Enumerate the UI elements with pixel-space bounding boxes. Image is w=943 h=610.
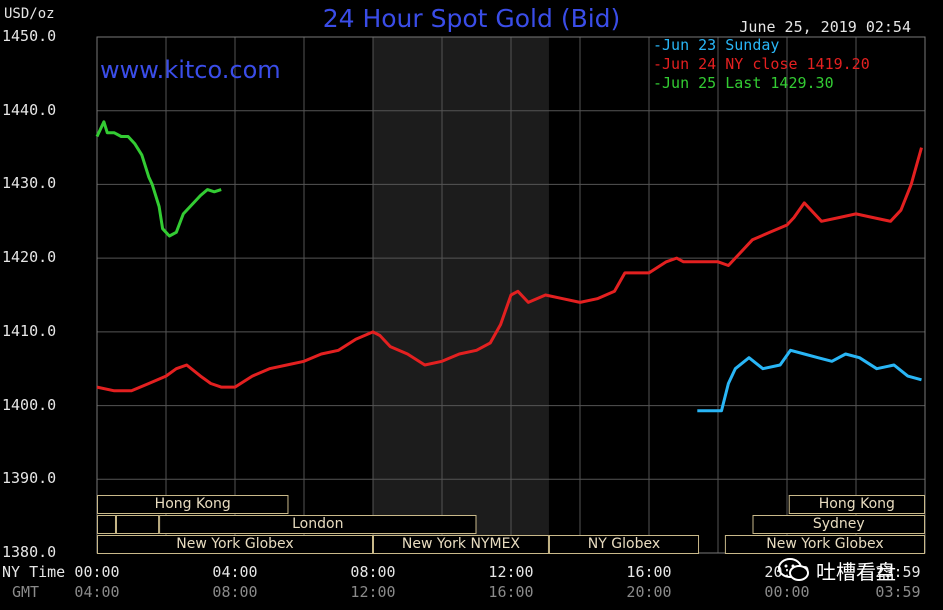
series-lines [95, 120, 923, 413]
x-tick-label: 04:00 [212, 563, 258, 581]
session-box [97, 495, 289, 514]
y-unit-label: USD/oz [4, 6, 55, 22]
legend-item-jun25: -Jun 25 Last 1429.30 [653, 74, 834, 92]
series-line-1 [96, 147, 923, 393]
y-tick-label: 1410.0 [2, 321, 57, 340]
session-label: New York NYMEX [401, 536, 521, 552]
session-label: New York Globex [766, 536, 884, 552]
session-label: Hong Kong [818, 496, 895, 512]
legend: -Jun 23 Sunday -Jun 24 NY close 1419.20 … [653, 36, 870, 93]
y-tick-label: 1450.0 [2, 27, 57, 45]
x-tick-label: 03:59 [875, 583, 921, 601]
y-tick-label: 1390.0 [2, 469, 57, 488]
y-tick-label: 1400.0 [2, 395, 57, 414]
legend-item-jun23: -Jun 23 Sunday [653, 36, 780, 54]
y-tick-label: 1430.0 [2, 174, 57, 193]
session-label: New York Globex [176, 536, 294, 552]
market-sessions [97, 495, 926, 554]
gmt-row: GMT 04:00 08:00 12:00 16:00 20:00 00:00 03:59 [0, 583, 943, 601]
x-tick-label: 12:00 [488, 563, 534, 581]
y-tick-label: 1420.0 [2, 248, 57, 267]
session-box [788, 495, 925, 514]
x-tick-label: 00:00 [764, 583, 810, 601]
x-tick-label: 08:00 [350, 563, 396, 581]
session-label: NY Globex [587, 536, 661, 552]
ny-time-label: NY Time [2, 563, 66, 581]
session-box [97, 535, 373, 554]
x-tick-label: 12:00 [350, 583, 396, 601]
session-label: Hong Kong [154, 496, 231, 512]
series-line-0 [697, 348, 922, 413]
session-box [115, 515, 160, 534]
x-tick-label: 08:00 [212, 583, 258, 601]
watermark-text: 吐槽看盘 [816, 559, 896, 584]
wechat-watermark: 吐槽看盘 [778, 553, 942, 587]
x-tick-label: 16:00 [626, 563, 672, 581]
session-label: London [292, 516, 344, 532]
session-box [97, 515, 116, 534]
session-box [159, 515, 477, 534]
x-tick-label: 16:00 [488, 583, 534, 601]
y-tick-label: 1380.0 [2, 543, 57, 561]
x-tick-label: 20:00 [626, 583, 672, 601]
x-tick-label: 23:59 [875, 563, 921, 581]
wechat-icon [778, 558, 809, 581]
legend-item-jun24: -Jun 24 NY close 1419.20 [653, 55, 870, 73]
gmt-label: GMT [12, 583, 40, 601]
x-tick-label: 00:00 [74, 563, 120, 581]
chart-title: 24 Hour Spot Gold (Bid) [322, 4, 621, 33]
timestamp: June 25, 2019 02:54 [739, 18, 911, 36]
session-box [373, 535, 549, 554]
session-label: Sydney [812, 516, 865, 532]
ny-time-row: NY Time 00:00 04:00 08:00 12:00 16:00 20:00 23… [0, 563, 943, 581]
y-tick-label: 1440.0 [2, 100, 57, 119]
x-tick-label: 04:00 [74, 583, 120, 601]
source-watermark: www.kitco.com [100, 56, 281, 84]
session-box [548, 535, 700, 554]
series-line-2 [95, 120, 222, 238]
session-box [752, 515, 925, 534]
session-box [724, 535, 926, 554]
